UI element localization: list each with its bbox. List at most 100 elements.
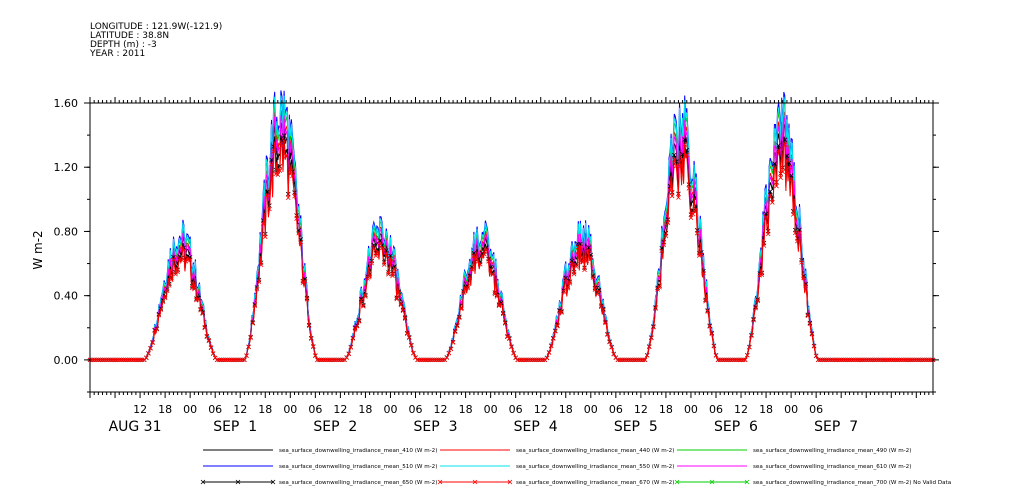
- y-tick-label: 1.20: [54, 161, 79, 174]
- series-marker: [210, 351, 216, 356]
- series-marker: [803, 283, 808, 288]
- series-marker: [849, 357, 854, 363]
- series-marker: [918, 357, 923, 363]
- series-marker: [772, 161, 777, 166]
- series-marker: [751, 317, 756, 323]
- series-marker: [922, 357, 927, 363]
- x-hour-label: 00: [584, 403, 598, 416]
- series-marker: [237, 357, 243, 363]
- series-marker: [893, 357, 898, 363]
- series-marker: [235, 357, 241, 363]
- series-marker: [137, 357, 143, 363]
- series-marker: [369, 260, 374, 266]
- series-marker: [868, 357, 873, 363]
- series-marker: [448, 346, 454, 352]
- x-hour-label: 00: [684, 403, 698, 416]
- series-marker: [580, 259, 585, 265]
- series-line: [90, 90, 933, 361]
- series-marker: [738, 357, 744, 363]
- series-marker: [709, 331, 715, 336]
- legend-label: sea_surface_downwelling_irradiance_mean_…: [279, 464, 437, 470]
- plot-frame: [89, 102, 934, 393]
- series-marker: [661, 242, 667, 248]
- series-marker: [788, 177, 794, 182]
- series-marker: [281, 138, 287, 143]
- series-marker: [688, 215, 694, 221]
- series-marker: [183, 259, 189, 264]
- x-hour-label: 12: [634, 403, 648, 416]
- series-marker: [227, 357, 233, 363]
- series-marker: [692, 209, 698, 215]
- series-marker: [755, 298, 761, 304]
- series-marker: [663, 233, 669, 239]
- x-day-label: SEP 3: [414, 419, 458, 435]
- series-marker: [914, 357, 919, 363]
- series-marker: [148, 346, 153, 351]
- year-label: YEAR : 2011: [90, 49, 146, 59]
- series-marker: [899, 357, 904, 363]
- series-marker: [678, 164, 683, 169]
- legend-label: sea_surface_downwelling_irradiance_mean_…: [516, 464, 674, 470]
- series-marker: [409, 343, 414, 348]
- series-marker: [358, 297, 364, 303]
- legend-label: sea_surface_downwelling_irradiance_mean_…: [516, 480, 674, 486]
- series-marker: [112, 357, 118, 363]
- series-marker: [745, 352, 750, 358]
- series-marker: [465, 285, 470, 291]
- series-marker: [377, 240, 383, 246]
- series-marker: [327, 357, 333, 363]
- x-hour-label: 12: [734, 403, 748, 416]
- depth-label: DEPTH (m) : -3: [90, 40, 157, 50]
- series-marker: [381, 262, 387, 267]
- series-marker: [573, 264, 579, 269]
- series-marker: [283, 153, 289, 159]
- series-marker: [870, 357, 875, 363]
- series-marker: [325, 357, 331, 363]
- series-marker: [776, 148, 781, 153]
- x-day-label: SEP 6: [714, 419, 758, 435]
- series-marker: [797, 230, 802, 236]
- series-marker: [502, 321, 508, 326]
- series-marker: [701, 270, 706, 276]
- series-marker: [192, 286, 197, 292]
- series-marker: [275, 172, 281, 177]
- series-marker: [909, 357, 915, 363]
- series-marker: [294, 216, 299, 221]
- series-marker: [559, 310, 564, 315]
- series-marker: [398, 302, 404, 308]
- series-marker: [540, 357, 546, 363]
- series-marker: [392, 266, 397, 271]
- series-marker: [538, 357, 543, 363]
- series-marker: [571, 271, 577, 277]
- series-marker: [767, 189, 773, 194]
- series-marker: [144, 355, 149, 361]
- series-marker: [525, 357, 531, 363]
- series-marker: [425, 357, 431, 363]
- series-marker: [874, 357, 879, 363]
- series-marker: [373, 253, 379, 258]
- series-marker: [884, 357, 890, 363]
- series-marker: [202, 325, 208, 331]
- series-marker: [371, 245, 377, 251]
- series-marker: [229, 357, 235, 363]
- series-marker: [242, 357, 247, 363]
- series-marker: [761, 243, 767, 248]
- x-hour-label: 18: [459, 403, 473, 416]
- series-marker: [722, 357, 727, 363]
- legend-marker: [674, 479, 680, 485]
- series-marker: [164, 288, 170, 294]
- series-marker: [705, 309, 710, 314]
- x-hour-label: 18: [759, 403, 773, 416]
- series-marker: [256, 279, 262, 284]
- x-hour-label: 12: [333, 403, 347, 416]
- x-hour-label: 12: [233, 403, 247, 416]
- series-marker: [671, 157, 677, 162]
- series-marker: [240, 357, 245, 363]
- series-marker: [421, 357, 427, 363]
- series-marker: [584, 258, 589, 264]
- series-marker: [127, 357, 132, 363]
- series-marker: [617, 357, 623, 363]
- series-marker: [315, 357, 320, 363]
- series-marker: [615, 357, 621, 363]
- axes: 1.60 1.20 0.80 0.40 0.00 12 18 00 06 12 18 00 06 12 18…: [54, 97, 939, 435]
